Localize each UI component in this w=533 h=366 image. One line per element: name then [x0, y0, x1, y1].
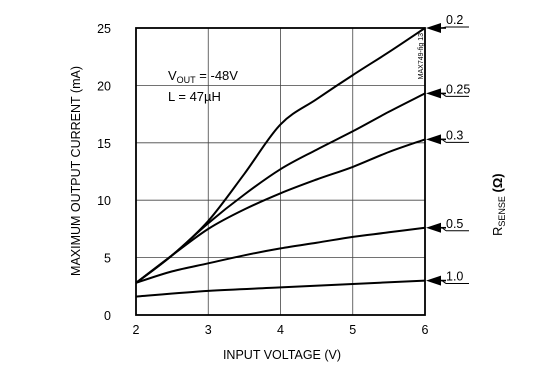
y-tick-label: 15	[97, 137, 111, 151]
series-label-0: 0.2	[446, 13, 463, 27]
series-line-4	[135, 279, 426, 298]
series-leader-1	[441, 93, 447, 97]
series-leader-3	[441, 227, 447, 232]
axis-ticks: 2 3 4 5 6 0 5 10 15 20 25	[97, 22, 428, 337]
y-tick-label: 20	[97, 79, 111, 93]
series-label-4: 1.0	[446, 270, 463, 284]
y-tick-label: 10	[97, 194, 111, 208]
y-tick-label: 25	[97, 22, 111, 36]
x-axis-label: INPUT VOLTAGE (V)	[223, 348, 341, 362]
series-line-3	[135, 226, 426, 284]
series-arrow-4	[426, 275, 441, 286]
series-label-3: 0.5	[446, 217, 463, 231]
x-tick-label: 4	[277, 323, 284, 337]
annotation-vout: VOUT = -48V	[168, 68, 238, 85]
x-tick-label: 3	[205, 323, 212, 337]
series-lines	[135, 27, 426, 298]
figure-id: MAX749-fig 13	[418, 33, 425, 79]
y-axis-label: MAXIMUM OUTPUT CURRENT (mA)	[69, 66, 83, 276]
plot-border	[135, 27, 426, 316]
x-tick-label: 2	[133, 323, 140, 337]
rsense-label: RSENSE (Ω)	[490, 173, 507, 236]
x-tick-label: 5	[349, 323, 356, 337]
series-arrow-0	[426, 23, 441, 33]
series-leader-0	[441, 26, 447, 29]
y-tick-label: 0	[104, 309, 111, 323]
series-leader-4	[441, 280, 447, 284]
series-line-2	[135, 138, 426, 284]
plot-frame	[135, 27, 426, 316]
series-label-2: 0.3	[446, 128, 463, 142]
series-arrow-2	[426, 134, 441, 145]
x-tick-label: 6	[422, 323, 429, 337]
grid	[136, 28, 425, 315]
series-arrow-3	[426, 222, 441, 233]
series-leader-2	[441, 138, 447, 143]
series-label-1: 0.25	[446, 82, 470, 96]
y-tick-label: 5	[104, 252, 111, 266]
annotation-inductance: L = 47µH	[168, 89, 221, 104]
series-labels: 0.2 0.25 0.3 0.5 1.0	[426, 13, 470, 286]
series-arrow-1	[426, 88, 441, 99]
